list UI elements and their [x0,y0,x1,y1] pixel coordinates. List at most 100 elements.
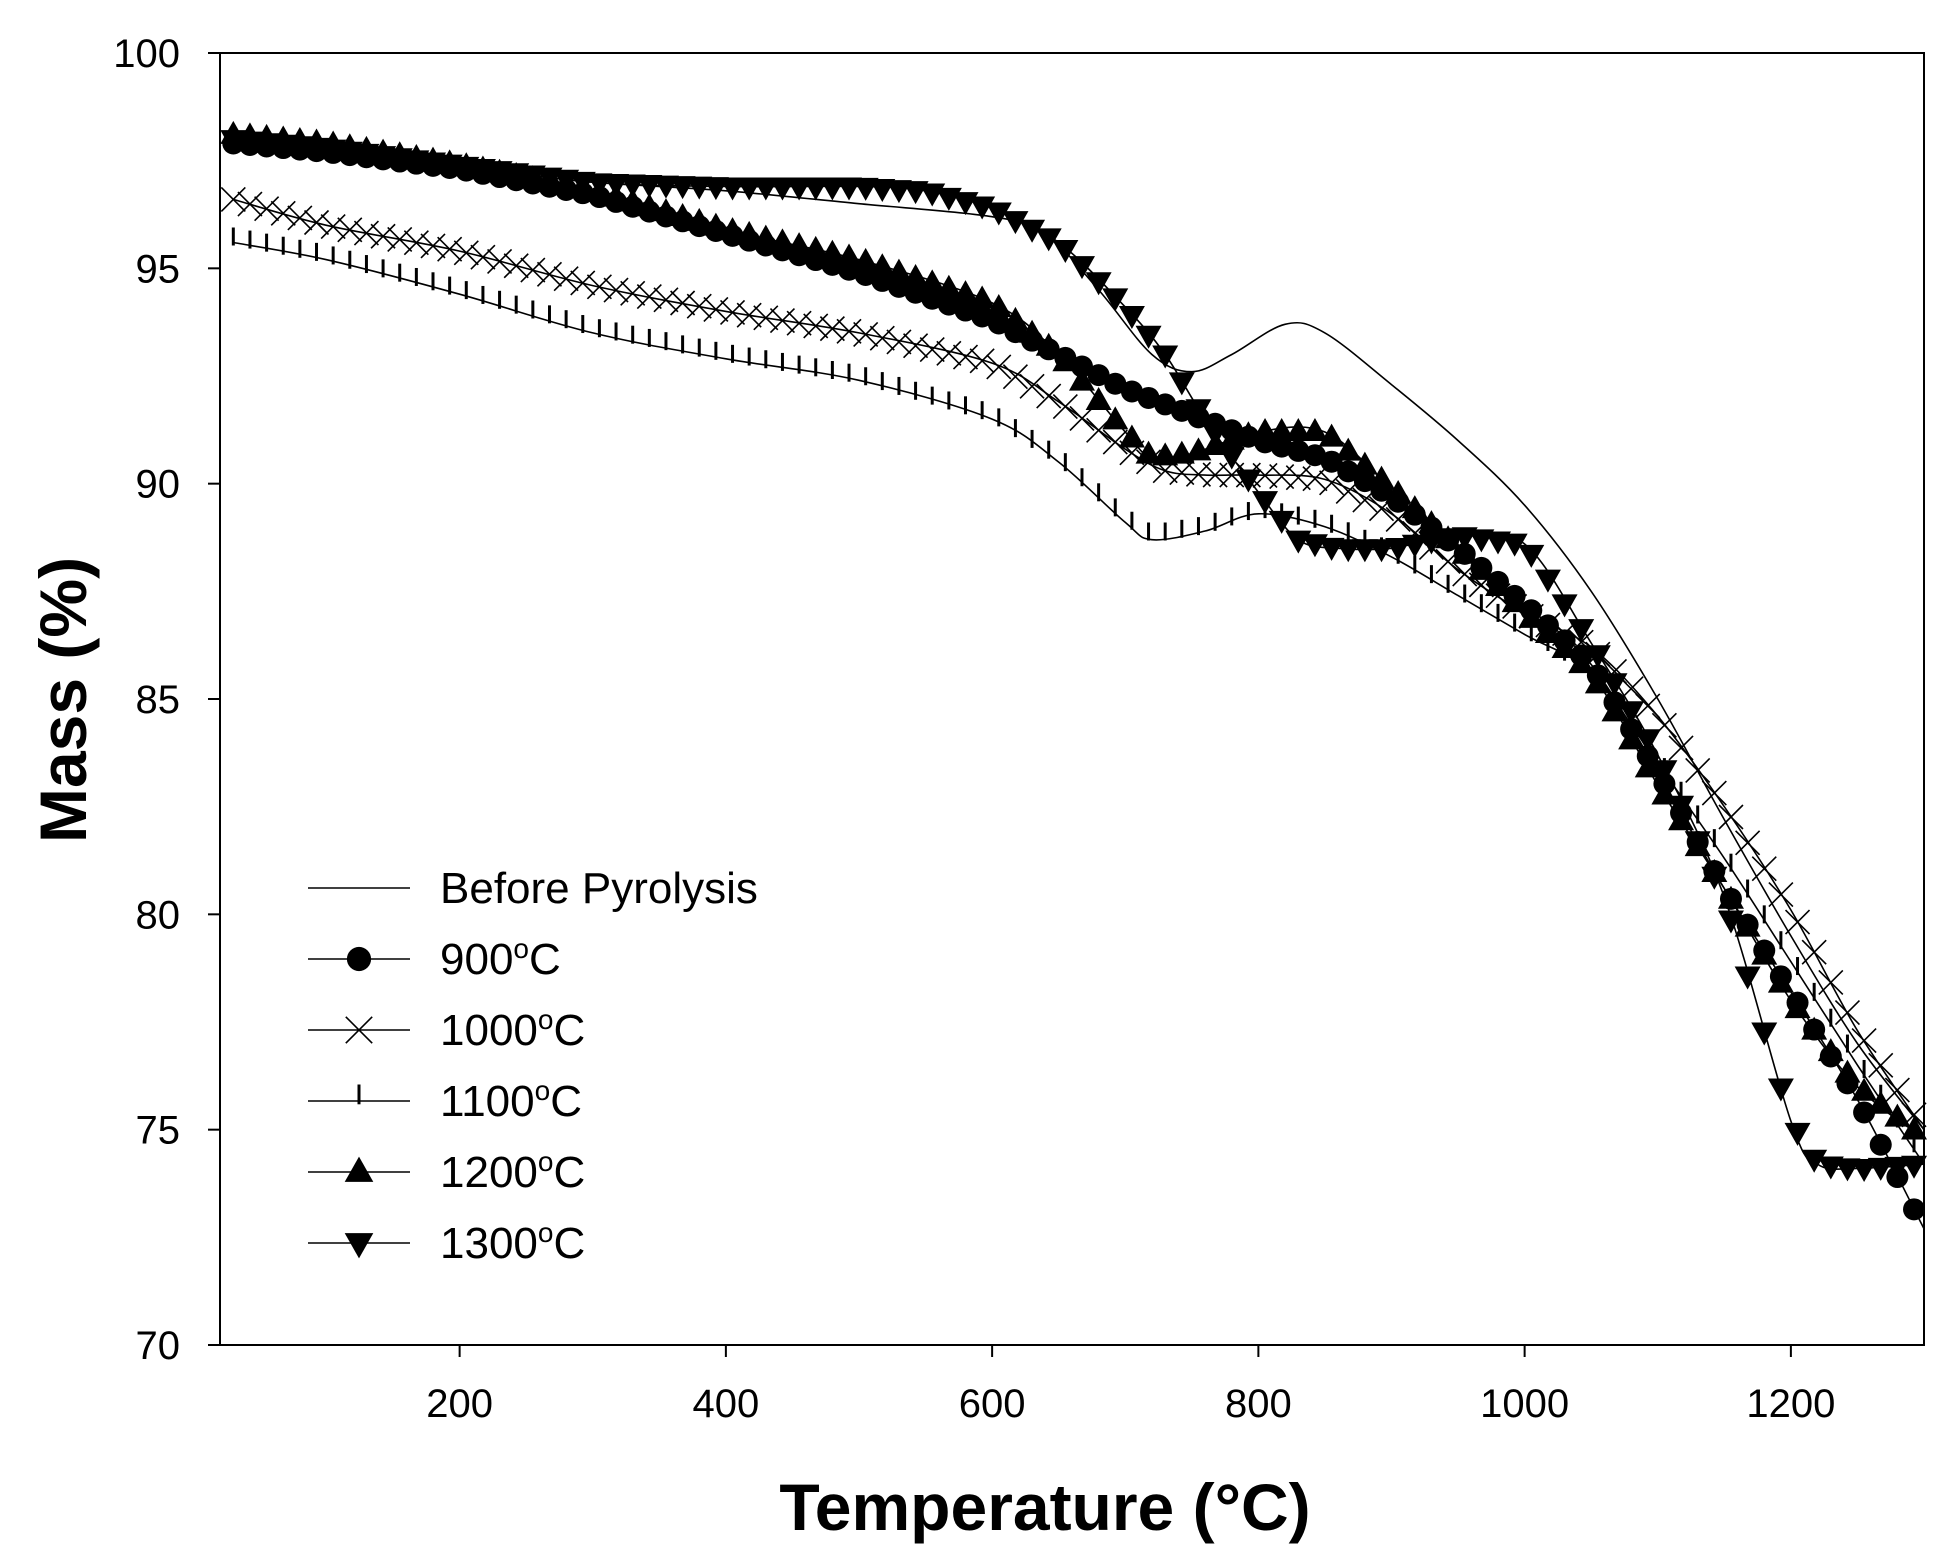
data-point [420,233,446,259]
data-point [270,200,296,226]
data-point [1118,424,1145,448]
data-point [1767,1078,1794,1102]
y-tick-label: 95 [136,247,181,291]
x-marker-stroke [853,321,879,348]
series-5 [220,130,1928,1182]
series-layer [220,120,1928,1230]
data-point [1635,693,1661,719]
data-point [1002,211,1029,235]
data-point [670,290,696,316]
data-point [1085,272,1112,296]
data-point [652,175,679,199]
data-point [1052,348,1079,372]
data-point [669,202,696,226]
x-marker-stroke [952,344,979,370]
data-point [370,223,396,249]
data-point [903,333,929,359]
y-tick-label: 75 [136,1109,181,1153]
x-marker-stroke [503,253,529,279]
data-point [1401,495,1428,519]
legend-item: 1000oC [308,1004,585,1055]
y-tick-label: 70 [136,1324,181,1368]
legend-label: 1100oC [440,1075,582,1126]
data-point [1285,417,1312,441]
x-marker-stroke [520,257,546,283]
data-point [1668,795,1695,819]
data-point [520,257,546,283]
data-point [1102,429,1128,455]
data-point [971,305,994,328]
x-marker-stroke [586,274,612,300]
data-point [1019,319,1046,343]
data-point [1834,1059,1861,1083]
x-marker-stroke [1818,969,1844,995]
y-tick-label: 80 [136,893,181,937]
x-tick-label: 1200 [1746,1382,1835,1426]
data-point [1868,1052,1894,1078]
data-point [1618,726,1645,750]
data-point [902,264,929,288]
x-axis: 200 400 600 800 1000 1200 [426,1345,1835,1426]
data-point [1901,1155,1928,1179]
data-point [1002,306,1029,330]
x-marker-stroke [1668,735,1694,761]
data-point [819,177,846,201]
x-marker-stroke [403,230,429,256]
y-tick-label: 85 [136,678,181,722]
data-point [1318,423,1345,447]
data-point [1668,735,1694,761]
data-point [1102,406,1129,430]
data-point [1717,885,1744,909]
x-marker-stroke [320,213,346,240]
x-marker-stroke [1868,1052,1894,1078]
legend-item: 1300oC [308,1217,585,1268]
x-marker-stroke [969,348,995,374]
data-point [1551,594,1578,618]
data-point [1851,1077,1878,1101]
data-point [1351,451,1378,475]
data-point [536,261,563,287]
data-point [1534,569,1561,593]
x-marker-stroke [703,296,729,323]
data-point [935,274,962,298]
x-marker-stroke [620,280,646,306]
data-point [937,293,960,316]
x-marker-stroke [936,340,962,366]
data-point [1068,256,1095,280]
data-point [1768,881,1794,908]
x-marker-stroke [670,290,696,316]
data-point [1801,939,1827,965]
data-point [786,177,813,201]
data-point [1634,729,1661,753]
data-point [1351,539,1378,563]
y-tick-label: 100 [113,32,180,76]
triangle-down-marker [344,1233,374,1259]
x-marker-stroke [345,1016,373,1044]
data-point [886,329,912,355]
x-marker-stroke [254,196,280,222]
data-point [719,217,746,241]
x-marker-stroke [686,293,712,319]
x-marker-stroke [1352,487,1378,513]
data-point [1634,754,1661,778]
data-point [636,283,662,310]
x-marker-stroke [636,283,662,310]
x-marker-stroke [1335,478,1361,504]
data-point [1784,1122,1811,1146]
data-point [1884,1077,1910,1103]
data-point [1170,399,1193,422]
data-point [769,307,796,334]
x-marker-stroke [220,186,246,212]
data-point [719,177,746,201]
data-point [254,196,280,222]
x-marker-stroke [653,287,679,313]
x-marker-stroke [903,333,929,359]
data-point [1853,1101,1876,1124]
data-point [1070,355,1093,378]
data-point [1368,539,1395,563]
data-point [1668,807,1695,831]
y-tick-label: 90 [136,463,181,507]
data-point [1385,480,1412,504]
data-point [1735,830,1761,856]
x-marker-stroke [1851,1027,1877,1054]
